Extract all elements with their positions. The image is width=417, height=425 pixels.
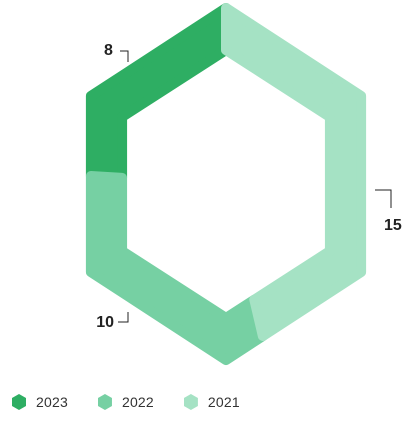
segment-2021 [221, 3, 367, 341]
chart-segments [85, 3, 367, 365]
data-label-2021: 15 [384, 217, 402, 234]
legend-item-2021: 2021 [183, 394, 240, 410]
legend-label: 2021 [207, 394, 240, 410]
legend-hexagon-icon [183, 394, 198, 410]
data-label-2023: 8 [104, 42, 113, 59]
legend: 2023 2022 2021 [12, 392, 270, 412]
legend-label: 2022 [121, 394, 154, 410]
leader-line-2021 [375, 189, 392, 208]
legend-hexagon-icon [12, 394, 26, 410]
segment-2022 [85, 171, 268, 365]
legend-label: 2023 [36, 394, 68, 410]
segment-2023 [85, 3, 231, 183]
chart-data-labels: 8 10 15 [96, 42, 402, 331]
legend-item-2023: 2023 [12, 394, 68, 410]
leader-line-2023 [120, 50, 129, 62]
legend-hexagon-icon [97, 394, 112, 410]
data-label-2022: 10 [96, 314, 114, 331]
legend-item-2022: 2022 [97, 394, 154, 410]
leader-line-2022 [118, 312, 129, 323]
